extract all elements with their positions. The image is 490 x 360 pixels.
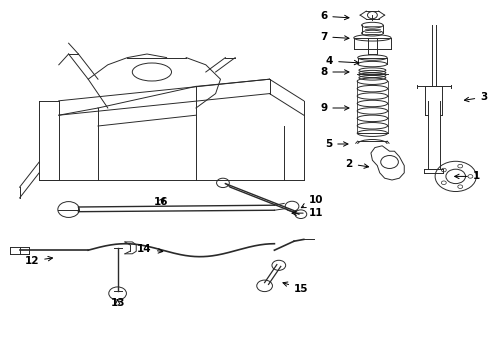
- Text: 7: 7: [320, 32, 349, 42]
- Text: 9: 9: [320, 103, 349, 113]
- Text: 14: 14: [137, 244, 163, 254]
- Text: 10: 10: [301, 195, 323, 208]
- Text: 4: 4: [326, 56, 359, 66]
- Text: 11: 11: [292, 208, 323, 218]
- Text: 13: 13: [110, 298, 125, 308]
- Text: 6: 6: [320, 11, 349, 21]
- Text: 8: 8: [320, 67, 349, 77]
- Text: 3: 3: [465, 92, 488, 102]
- Text: 16: 16: [153, 197, 168, 207]
- Text: 1: 1: [455, 171, 480, 181]
- Text: 12: 12: [24, 256, 52, 266]
- Text: 5: 5: [325, 139, 348, 149]
- Text: 15: 15: [283, 282, 309, 294]
- Text: 2: 2: [345, 159, 368, 169]
